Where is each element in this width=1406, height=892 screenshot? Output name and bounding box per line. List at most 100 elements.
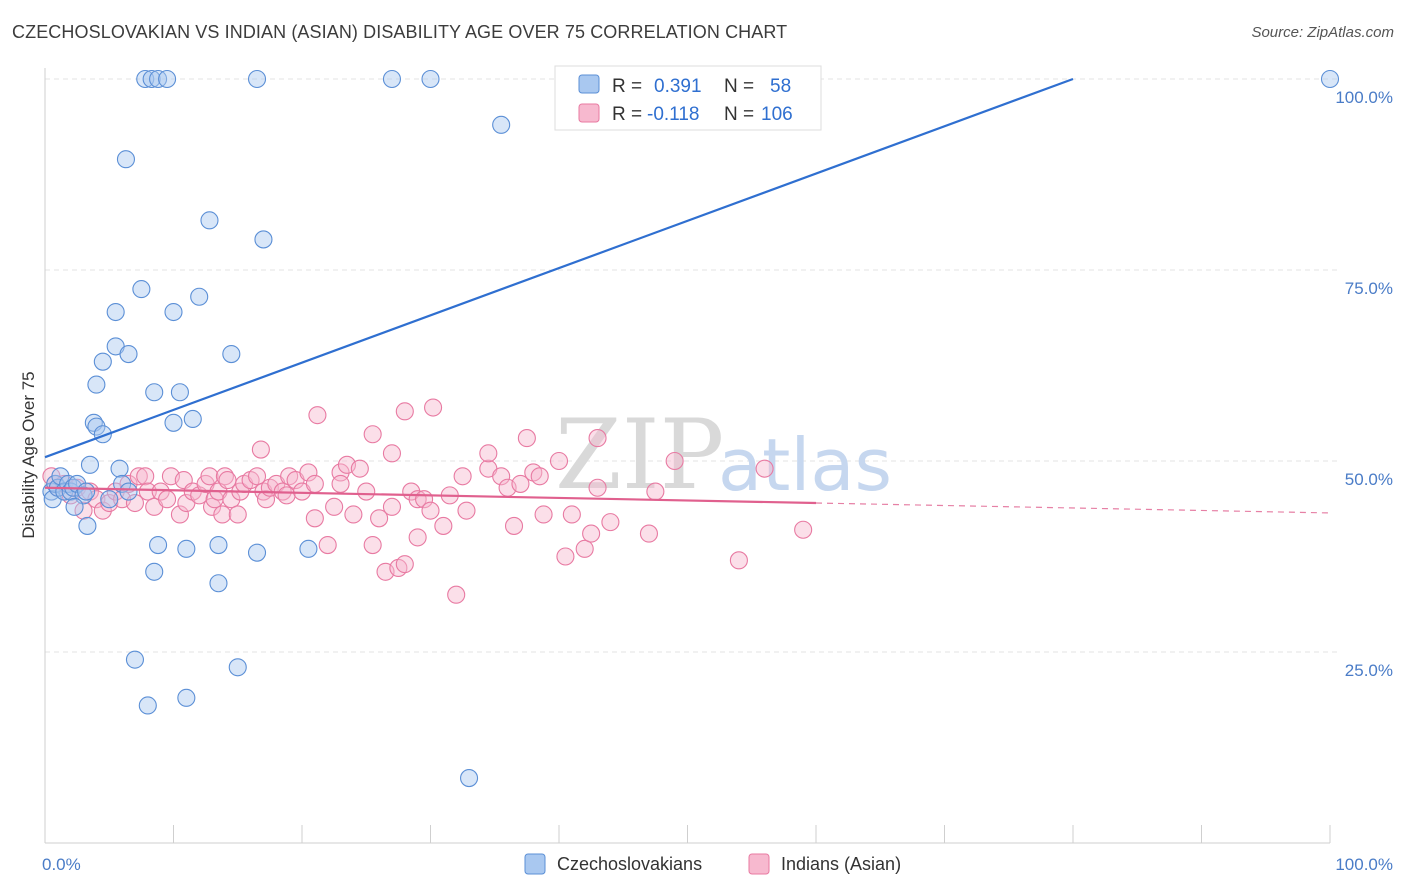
data-point (357, 482, 376, 501)
data-point (87, 375, 106, 394)
data-point (125, 650, 144, 669)
data-point (119, 474, 138, 493)
data-point (247, 543, 267, 562)
watermark-atlas: atlas (718, 423, 892, 507)
legend-r-value-pink: -0.118 (647, 104, 699, 125)
data-point (421, 69, 440, 89)
data-point (511, 474, 530, 493)
data-point (639, 524, 659, 543)
data-point (77, 482, 96, 501)
data-point (382, 444, 402, 463)
data-point (200, 211, 219, 230)
legend-n-value-pink: 106 (761, 104, 793, 125)
data-point (382, 69, 402, 89)
data-point (457, 501, 476, 520)
legend-swatch-pink (578, 103, 600, 123)
data-point (87, 417, 106, 436)
chart-title: CZECHOSLOVAKIAN VS INDIAN (ASIAN) DISABI… (12, 22, 788, 42)
legend-r-value-blue: 0.391 (654, 76, 702, 97)
data-point (350, 459, 369, 478)
data-point (363, 425, 382, 444)
data-point (116, 150, 136, 169)
watermark-zip: ZIP (555, 399, 724, 511)
data-point (395, 555, 414, 574)
y-tick-label: 75.0% (1345, 279, 1393, 298)
data-point (588, 429, 607, 448)
legend-swatch-blue (578, 74, 600, 94)
data-point (794, 520, 813, 539)
data-point (305, 474, 324, 493)
data-point (138, 696, 157, 715)
data-point (164, 413, 183, 432)
data-point (145, 383, 164, 402)
data-point (145, 562, 164, 581)
data-point (256, 490, 276, 509)
data-point (344, 505, 363, 524)
data-point (370, 509, 389, 528)
data-point (325, 497, 344, 516)
data-point (78, 516, 97, 535)
data-point (588, 478, 607, 497)
legend-n-label-blue: N = (724, 76, 754, 97)
bottom-legend-label-czechoslovakians: Czechoslovakians (557, 854, 702, 874)
source-label: Source: ZipAtlas.com (1251, 24, 1394, 41)
top-legend: R = 0.391 N = 58 R = -0.118 N = 106 (554, 65, 822, 131)
bottom-legend-label-indians-asian: Indians (Asian) (781, 854, 901, 874)
trend-line (44, 486, 817, 505)
data-point (434, 516, 453, 535)
data-point (142, 69, 161, 89)
data-point (93, 352, 112, 371)
data-point (517, 429, 536, 448)
data-point (170, 383, 189, 402)
legend-n-label-pink: N = (724, 104, 754, 125)
data-point (424, 398, 443, 417)
watermark: ZIP atlas (555, 399, 892, 511)
data-point (136, 467, 155, 486)
data-point (125, 493, 144, 513)
data-point (251, 440, 270, 459)
data-point (534, 505, 553, 524)
data-point (363, 535, 382, 555)
data-point (183, 409, 202, 429)
data-point (299, 539, 318, 558)
data-point (138, 482, 157, 501)
data-point (492, 115, 511, 134)
data-point (247, 69, 267, 89)
trend-lines (44, 77, 1331, 514)
data-point (129, 467, 148, 486)
data-point (492, 467, 511, 486)
data-point (228, 505, 247, 524)
data-point (299, 463, 318, 482)
data-point (158, 69, 177, 89)
bottom-legend-swatch-pink (748, 853, 770, 875)
data-point (254, 230, 273, 249)
data-point (308, 406, 327, 425)
data-point (93, 501, 112, 520)
y-tick-label: 100.0% (1335, 88, 1393, 107)
data-point (479, 444, 498, 463)
data-point (136, 69, 155, 89)
data-point (74, 501, 93, 520)
data-point (755, 459, 774, 478)
data-point (209, 535, 228, 555)
data-point (277, 486, 296, 505)
data-point (222, 344, 241, 364)
data-point (51, 467, 70, 486)
data-point (106, 302, 125, 322)
y-tick-labels: 25.0% 50.0% 75.0% 100.0% (1335, 88, 1393, 680)
data-point (318, 535, 337, 555)
data-point (119, 482, 138, 501)
data-point (305, 509, 324, 528)
data-point (209, 574, 228, 593)
data-point (132, 280, 151, 299)
data-point (562, 505, 581, 524)
data-point (80, 455, 100, 474)
legend-n-value-blue: 58 (770, 76, 791, 97)
data-point (218, 471, 237, 490)
data-point (549, 451, 569, 471)
data-point (453, 467, 472, 486)
data-point (530, 467, 549, 486)
data-point (110, 459, 129, 478)
legend-r-label-pink: R = (612, 104, 642, 125)
data-point (601, 513, 620, 532)
